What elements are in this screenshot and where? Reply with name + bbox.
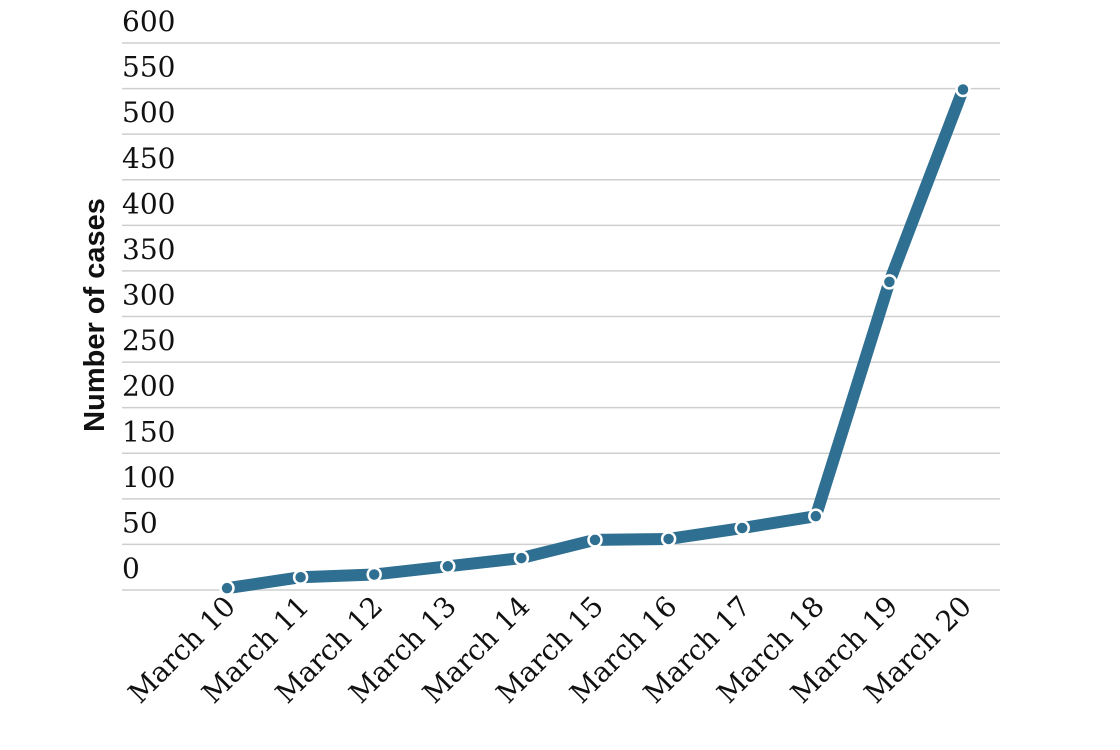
y-tick-label: 50 [122, 506, 158, 539]
data-point [734, 520, 750, 536]
y-tick-label: 300 [122, 279, 175, 312]
y-tick-label: 200 [122, 370, 175, 403]
y-tick-label: 500 [122, 96, 175, 129]
data-point [513, 550, 530, 566]
data-point [808, 508, 824, 524]
data-point [219, 580, 235, 596]
data-point [955, 81, 971, 98]
data-point [587, 532, 603, 548]
y-tick-label: 0 [122, 552, 140, 585]
y-tick-label: 400 [122, 187, 175, 220]
y-tick-label: 150 [122, 415, 175, 448]
data-point [366, 566, 382, 583]
y-tick-label: 250 [122, 324, 175, 357]
data-point [440, 558, 456, 575]
data-point [660, 531, 677, 547]
data-point [292, 569, 309, 585]
y-axis-title: Number of cases [79, 198, 111, 432]
y-tick-label: 550 [122, 51, 175, 84]
data-line [221, 83, 969, 595]
data-point [881, 274, 898, 290]
y-tick-label: 350 [122, 233, 175, 266]
y-tick-label: 600 [122, 5, 175, 38]
y-tick-label: 450 [122, 142, 175, 175]
y-tick-label: 100 [122, 461, 175, 494]
